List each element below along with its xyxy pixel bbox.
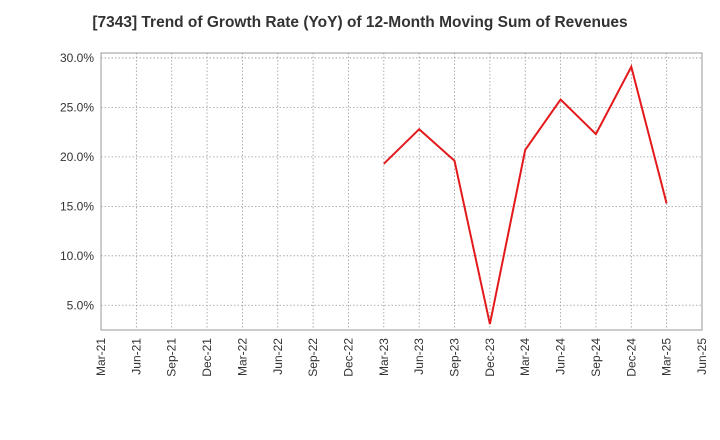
series-line: [383, 64, 668, 325]
x-tick-label: Mar-25: [660, 338, 674, 376]
chart-title: [7343] Trend of Growth Rate (YoY) of 12-…: [92, 14, 628, 31]
y-tick-label: 5.0%: [67, 298, 95, 312]
x-tick-label: Mar-22: [235, 338, 249, 376]
x-tick-label: Sep-23: [448, 338, 462, 377]
x-tick-label: Dec-23: [483, 338, 497, 377]
x-tick-label: Jun-25: [695, 338, 709, 375]
x-tick-label: Sep-24: [589, 338, 603, 377]
x-tick-label: Jun-23: [412, 338, 426, 375]
x-tick-label: Jun-21: [129, 338, 143, 375]
x-tick-label: Jun-22: [271, 338, 285, 375]
x-tick-label: Mar-21: [94, 338, 108, 376]
x-tick-label: Sep-21: [165, 338, 179, 377]
x-tick-label: Jun-24: [554, 338, 568, 375]
x-tick-label: Dec-22: [341, 338, 355, 377]
y-tick-label: 15.0%: [60, 199, 94, 213]
y-tick-label: 25.0%: [60, 100, 94, 114]
x-tick-label: Dec-21: [200, 338, 214, 377]
x-tick-label: Mar-23: [377, 338, 391, 376]
x-tick-label: Mar-24: [518, 338, 532, 376]
x-tick-label: Sep-22: [306, 338, 320, 377]
y-tick-label: 30.0%: [60, 51, 94, 65]
y-tick-label: 20.0%: [60, 150, 94, 164]
y-tick-label: 10.0%: [60, 249, 94, 263]
plot-border: [100, 52, 703, 331]
x-tick-label: Dec-24: [624, 338, 638, 377]
